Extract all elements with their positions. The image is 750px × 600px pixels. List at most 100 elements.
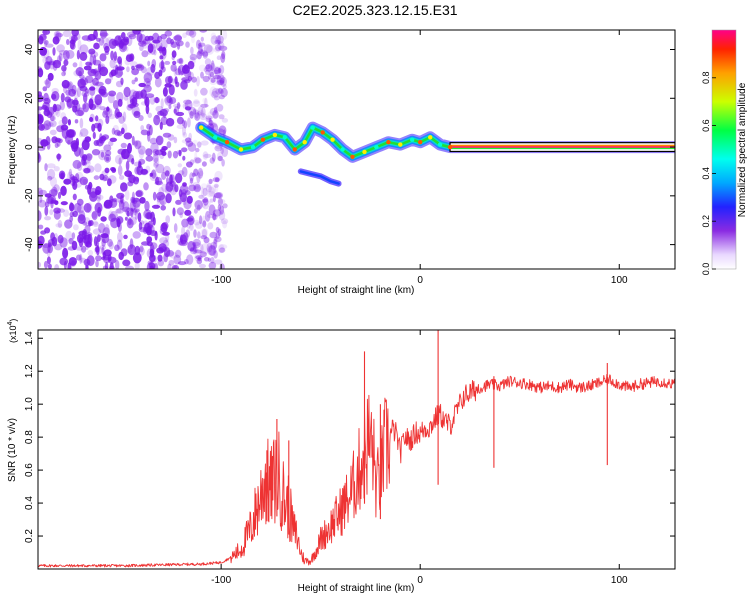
noise-blob bbox=[171, 264, 179, 269]
noise-blob bbox=[211, 214, 218, 220]
noise-blob bbox=[144, 200, 150, 212]
noise-blob bbox=[84, 184, 89, 190]
noise-blob bbox=[55, 223, 63, 228]
noise-blob bbox=[108, 38, 117, 49]
noise-blob bbox=[167, 134, 175, 141]
noise-blob bbox=[46, 163, 56, 169]
noise-blob bbox=[76, 49, 80, 60]
noise-blob bbox=[125, 265, 134, 269]
noise-blob bbox=[193, 168, 199, 177]
noise-blob bbox=[147, 60, 151, 67]
noise-blob bbox=[138, 161, 142, 169]
noise-blob bbox=[57, 138, 63, 144]
noise-blob bbox=[177, 163, 183, 168]
noise-blob bbox=[90, 79, 96, 91]
noise-blob bbox=[147, 43, 154, 54]
noise-blob bbox=[154, 71, 161, 79]
noise-blob bbox=[65, 230, 73, 242]
noise-blob bbox=[61, 79, 70, 89]
noise-blob bbox=[146, 212, 152, 220]
noise-blob bbox=[207, 245, 216, 256]
noise-blob bbox=[185, 137, 192, 143]
noise-blob bbox=[38, 187, 43, 197]
noise-blob bbox=[95, 84, 100, 92]
noise-blob bbox=[166, 250, 175, 257]
noise-blob bbox=[193, 184, 201, 193]
noise-blob bbox=[66, 129, 75, 138]
noise-blob bbox=[100, 216, 107, 222]
noise-blob bbox=[197, 256, 202, 262]
noise-blob bbox=[86, 37, 93, 42]
noise-blob bbox=[115, 197, 124, 203]
noise-blob bbox=[113, 51, 118, 61]
noise-blob bbox=[140, 168, 148, 175]
noise-blob bbox=[208, 204, 216, 216]
noise-blob bbox=[199, 30, 208, 33]
y-tick-label: -20 bbox=[24, 188, 35, 203]
noise-blob bbox=[63, 178, 72, 185]
noise-blob bbox=[38, 210, 42, 222]
noise-blob bbox=[43, 260, 49, 269]
noise-blob bbox=[98, 88, 106, 94]
noise-blob bbox=[192, 139, 198, 147]
x-tick-label: 100 bbox=[611, 275, 628, 286]
noise-blob bbox=[123, 36, 129, 43]
noise-blob bbox=[109, 137, 118, 142]
noise-blob bbox=[138, 82, 146, 88]
noise-blob bbox=[200, 107, 206, 118]
noise-blob bbox=[156, 191, 166, 201]
noise-blob bbox=[183, 64, 189, 71]
noise-blob bbox=[136, 32, 143, 43]
noise-blob bbox=[153, 157, 160, 167]
noise-blob bbox=[213, 183, 219, 188]
noise-blob bbox=[197, 141, 202, 148]
noise-blob bbox=[149, 96, 156, 105]
noise-blob bbox=[60, 123, 65, 133]
noise-blob bbox=[52, 59, 62, 69]
signal-knot bbox=[250, 144, 256, 150]
noise-blob bbox=[207, 111, 216, 119]
noise-blob bbox=[202, 51, 209, 57]
noise-blob bbox=[182, 155, 186, 161]
noise-blob bbox=[114, 244, 120, 252]
noise-blob bbox=[108, 71, 114, 78]
noise-blob bbox=[93, 42, 100, 50]
noise-blob bbox=[205, 69, 211, 76]
noise-blob bbox=[146, 236, 153, 243]
noise-blob bbox=[131, 135, 135, 146]
noise-blob bbox=[211, 121, 216, 127]
noise-blob bbox=[209, 86, 217, 98]
noise-blob bbox=[102, 265, 108, 269]
noise-blob bbox=[169, 251, 178, 259]
noise-blob bbox=[208, 185, 217, 194]
noise-blob bbox=[160, 66, 166, 73]
noise-blob bbox=[205, 64, 211, 70]
noise-blob bbox=[214, 67, 221, 77]
signal-knot bbox=[447, 144, 453, 150]
noise-blob bbox=[108, 213, 117, 222]
noise-blob bbox=[182, 32, 187, 39]
noise-blob bbox=[92, 131, 96, 139]
noise-blob bbox=[83, 65, 92, 71]
noise-blob bbox=[59, 257, 68, 266]
noise-blob bbox=[63, 84, 67, 94]
noise-blob bbox=[153, 49, 157, 56]
noise-blob bbox=[199, 113, 208, 121]
noise-blob bbox=[184, 106, 192, 111]
noise-blob bbox=[67, 119, 71, 126]
colorbar-tick-label: 0.2 bbox=[701, 215, 711, 228]
noise-blob bbox=[190, 46, 194, 55]
noise-blob bbox=[118, 157, 122, 166]
noise-blob bbox=[155, 114, 160, 120]
noise-blob bbox=[131, 68, 140, 76]
noise-blob bbox=[79, 257, 87, 263]
noise-blob bbox=[82, 102, 90, 113]
noise-blob bbox=[108, 210, 114, 219]
figure-title: C2E2.2025.323.12.15.E31 bbox=[292, 2, 458, 18]
noise-blob bbox=[62, 30, 72, 38]
noise-blob bbox=[40, 139, 49, 147]
noise-blob bbox=[162, 112, 167, 119]
noise-blob bbox=[38, 123, 45, 131]
noise-blob bbox=[218, 247, 226, 253]
